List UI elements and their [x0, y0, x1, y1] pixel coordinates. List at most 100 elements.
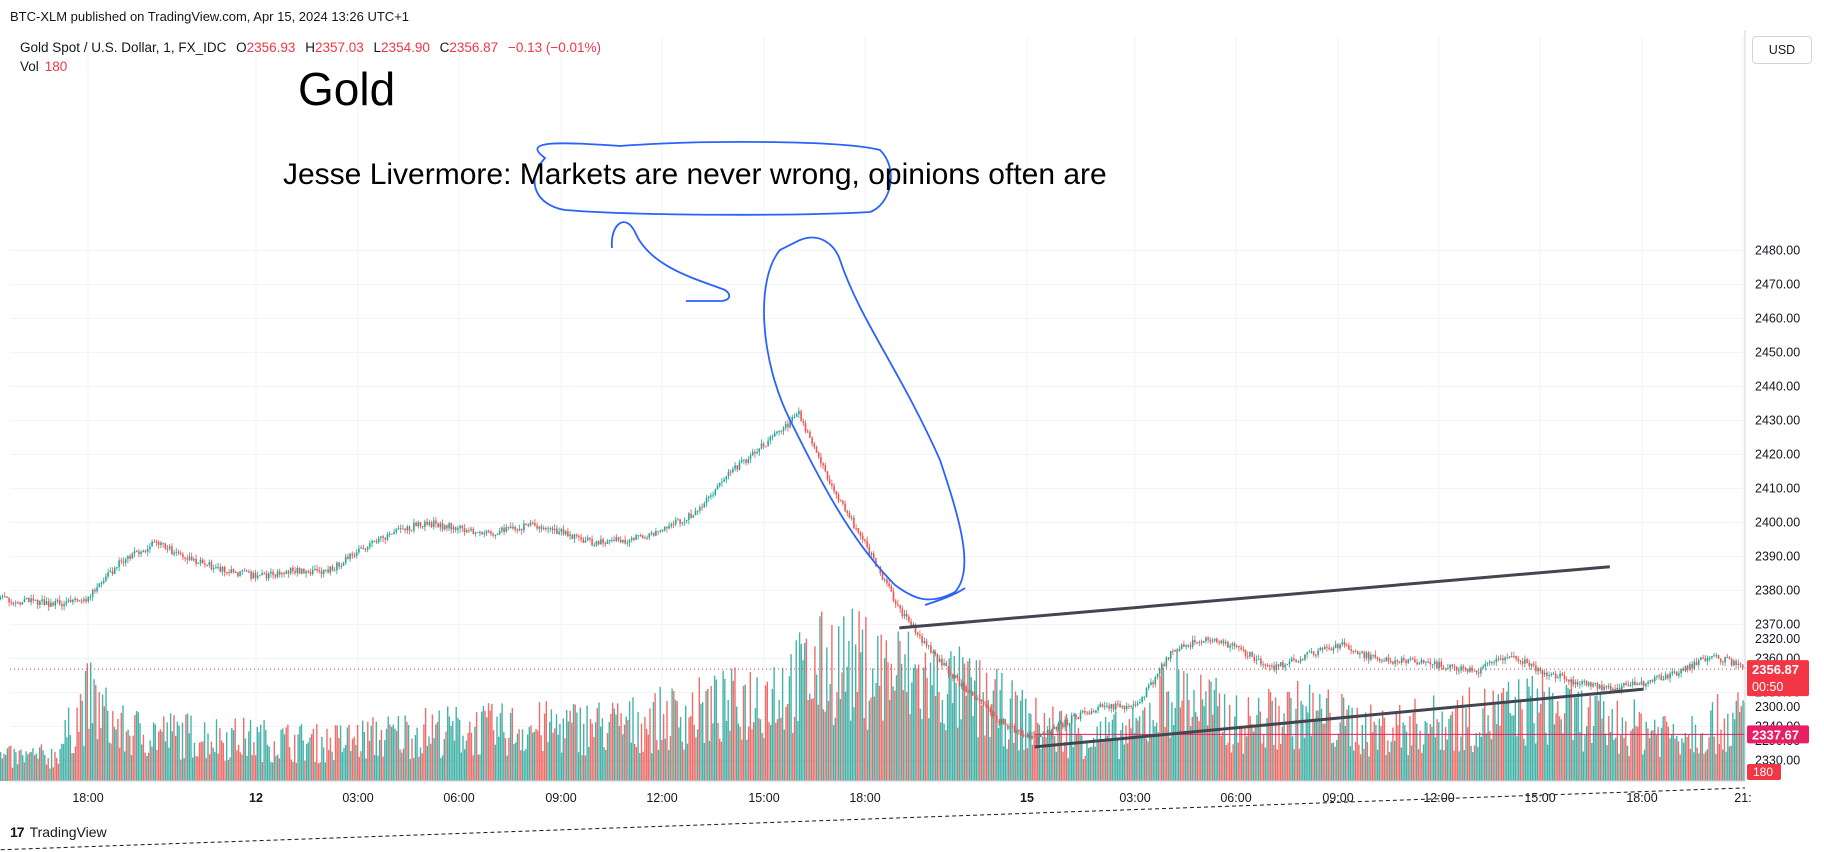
pen-loop-tail[interactable]	[924, 587, 966, 606]
channel-lower-line[interactable]	[1034, 687, 1644, 749]
volume-bar	[1186, 673, 1188, 781]
symbol-name[interactable]: Gold Spot / U.S. Dollar, 1, FX_IDC	[20, 40, 227, 55]
volume-bar	[649, 708, 651, 781]
volume-bar	[560, 752, 563, 781]
volume-bar	[834, 717, 836, 781]
volume-bar	[606, 732, 609, 781]
volume-bar	[295, 762, 298, 781]
candle-body	[1568, 679, 1570, 682]
pen-loop-selloff[interactable]	[763, 236, 966, 601]
volume-bar	[130, 754, 133, 781]
volume-legend[interactable]: Vol 180	[20, 59, 67, 74]
volume-bar	[1006, 748, 1008, 781]
annotation-quote[interactable]: Jesse Livermore: Markets are never wrong…	[283, 158, 1107, 191]
volume-bar	[1414, 698, 1416, 781]
volume-bar	[1103, 740, 1105, 781]
candle-body	[923, 641, 926, 643]
volume-bar	[129, 735, 131, 781]
volume-bar	[1608, 715, 1610, 781]
volume-bar	[472, 755, 474, 781]
annotation-title[interactable]: Gold	[298, 63, 396, 115]
volume-bar	[691, 692, 694, 781]
candle-body	[327, 569, 329, 573]
candle-body	[602, 539, 604, 544]
volume-bar	[725, 720, 728, 781]
candle-body	[644, 537, 646, 539]
candle-body	[28, 597, 30, 603]
candle-body	[1576, 681, 1579, 685]
volume-bar	[462, 735, 464, 781]
candle-body	[1343, 642, 1346, 646]
volume-bar	[226, 732, 228, 781]
volume-bar	[810, 698, 813, 781]
volume-bar	[815, 674, 818, 781]
candle-body	[703, 503, 706, 508]
volume-bar	[110, 743, 112, 781]
candle-body	[474, 532, 477, 535]
candle-body	[1444, 668, 1447, 670]
volume-bar	[1574, 697, 1576, 781]
candle-body	[140, 551, 142, 554]
volume-bar	[802, 660, 804, 781]
open-label: O	[236, 40, 247, 55]
volume-tag[interactable]	[1747, 764, 1781, 780]
candle-body	[659, 530, 662, 532]
volume-bar	[1246, 736, 1248, 781]
volume-bar	[197, 756, 199, 781]
candle-body	[767, 440, 769, 447]
low-value: 2354.90	[381, 40, 430, 55]
footer-branding[interactable]: 17 TradingView	[10, 824, 107, 840]
candle-body	[694, 510, 697, 516]
candle-body	[1075, 715, 1077, 718]
volume-bar	[974, 680, 976, 781]
volume-bar	[334, 725, 337, 781]
volume-bar	[838, 626, 840, 781]
pen-ellipse-quote[interactable]	[533, 141, 892, 216]
candle-body	[197, 562, 200, 565]
candle-body	[1482, 666, 1484, 669]
candle-body	[571, 534, 574, 539]
high-value: 2357.03	[314, 40, 364, 55]
symbol-legend[interactable]: Gold Spot / U.S. Dollar, 1, FX_IDC O2356…	[20, 40, 601, 55]
volume-bar	[302, 740, 304, 781]
volume-bar	[554, 728, 556, 781]
tradingview-logo-icon: 17	[10, 824, 25, 840]
volume-bar	[1516, 736, 1518, 781]
time-axis-label: 09:00	[545, 791, 576, 805]
candle-body	[388, 533, 391, 535]
candle-body	[1121, 706, 1124, 708]
volume-bar	[783, 729, 785, 781]
candle-body	[424, 521, 426, 528]
volume-bar	[1023, 749, 1025, 781]
volume-bar	[732, 680, 734, 781]
candle-body	[1396, 660, 1399, 662]
volume-bar	[1426, 722, 1428, 781]
candle-body	[549, 528, 552, 530]
candle-body	[131, 553, 134, 559]
volume-bar	[753, 722, 755, 781]
volume-bar	[912, 667, 915, 781]
pen-arrow[interactable]	[611, 221, 731, 302]
currency-button[interactable]: USD	[1752, 36, 1812, 64]
volume-bar	[712, 723, 714, 781]
last-price-tag[interactable]	[1747, 660, 1809, 697]
volume-bar	[460, 752, 462, 781]
channel-upper-line[interactable]	[899, 565, 1610, 630]
volume-bar	[1018, 750, 1020, 781]
volume-bar	[1643, 749, 1646, 781]
volume-bar	[484, 710, 486, 781]
volume-trend-line[interactable]	[0, 784, 1824, 852]
volume-bar	[1235, 695, 1238, 781]
volume-bar	[919, 708, 921, 781]
candle-body	[886, 579, 888, 584]
candle-body	[1007, 725, 1009, 729]
level-price-tag[interactable]	[1747, 725, 1809, 744]
volume-bar	[222, 742, 224, 781]
volume-bar	[1722, 749, 1724, 781]
volume-bar	[1133, 733, 1136, 781]
volume-bar	[681, 741, 683, 781]
volume-bar	[865, 616, 867, 781]
candle-body	[1029, 734, 1031, 739]
candle-body	[166, 548, 169, 550]
